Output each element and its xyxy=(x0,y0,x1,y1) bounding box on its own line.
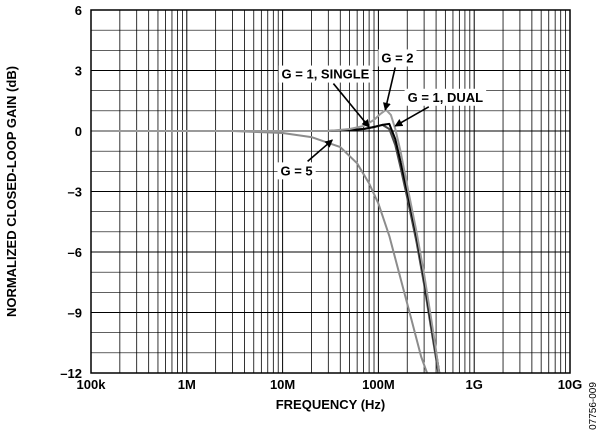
annotation-background xyxy=(378,49,417,67)
y-axis-label: NORMALIZED CLOSED-LOOP GAIN (dB) xyxy=(4,66,19,317)
x-tick-label: 1M xyxy=(178,377,196,392)
y-tick-label: 6 xyxy=(75,3,82,18)
annotation-label: G = 5 xyxy=(281,163,313,178)
series-layer xyxy=(91,108,441,373)
y-tick-label: –3 xyxy=(68,185,82,200)
annotation-background xyxy=(404,88,487,106)
y-tick-label: 3 xyxy=(75,64,82,79)
grid xyxy=(91,10,570,373)
series-line-3 xyxy=(91,108,441,373)
annotations: G = 1, SINGLE G = 2 G = 1, DUAL G = 5 xyxy=(277,49,487,180)
x-tick-label: 100M xyxy=(362,377,395,392)
series-line-0 xyxy=(91,130,429,373)
series-line-1 xyxy=(91,123,440,373)
annotation-background xyxy=(278,65,373,83)
x-tick-label: 100k xyxy=(77,377,107,392)
x-tick-label: 10M xyxy=(270,377,295,392)
annotation-arrow xyxy=(394,106,430,127)
annotation-arrow xyxy=(307,139,334,162)
annotation-label: G = 1, SINGLE xyxy=(282,67,370,82)
annotation-label: G = 2 xyxy=(381,50,413,65)
annotation-background xyxy=(277,162,316,180)
annotation-arrow xyxy=(332,83,370,128)
x-tick-label: 1G xyxy=(466,377,483,392)
annotation-label: G = 1, DUAL xyxy=(408,90,484,105)
annotation-arrow xyxy=(382,67,396,111)
plot-frame xyxy=(90,9,571,374)
y-tick-label: –12 xyxy=(60,366,82,381)
figure-id: 07756-009 xyxy=(588,382,599,430)
y-tick-label: –9 xyxy=(68,306,82,321)
series-line-2 xyxy=(91,122,441,373)
x-axis-label: FREQUENCY (Hz) xyxy=(276,397,386,412)
tick-labels: 100k 1M 10M 100M 1G 10G 6 3 0 –3 –6 –9 –12 xyxy=(60,3,582,392)
x-tick-label: 10G xyxy=(558,377,583,392)
y-tick-label: 0 xyxy=(75,124,82,139)
y-tick-label: –6 xyxy=(68,245,82,260)
